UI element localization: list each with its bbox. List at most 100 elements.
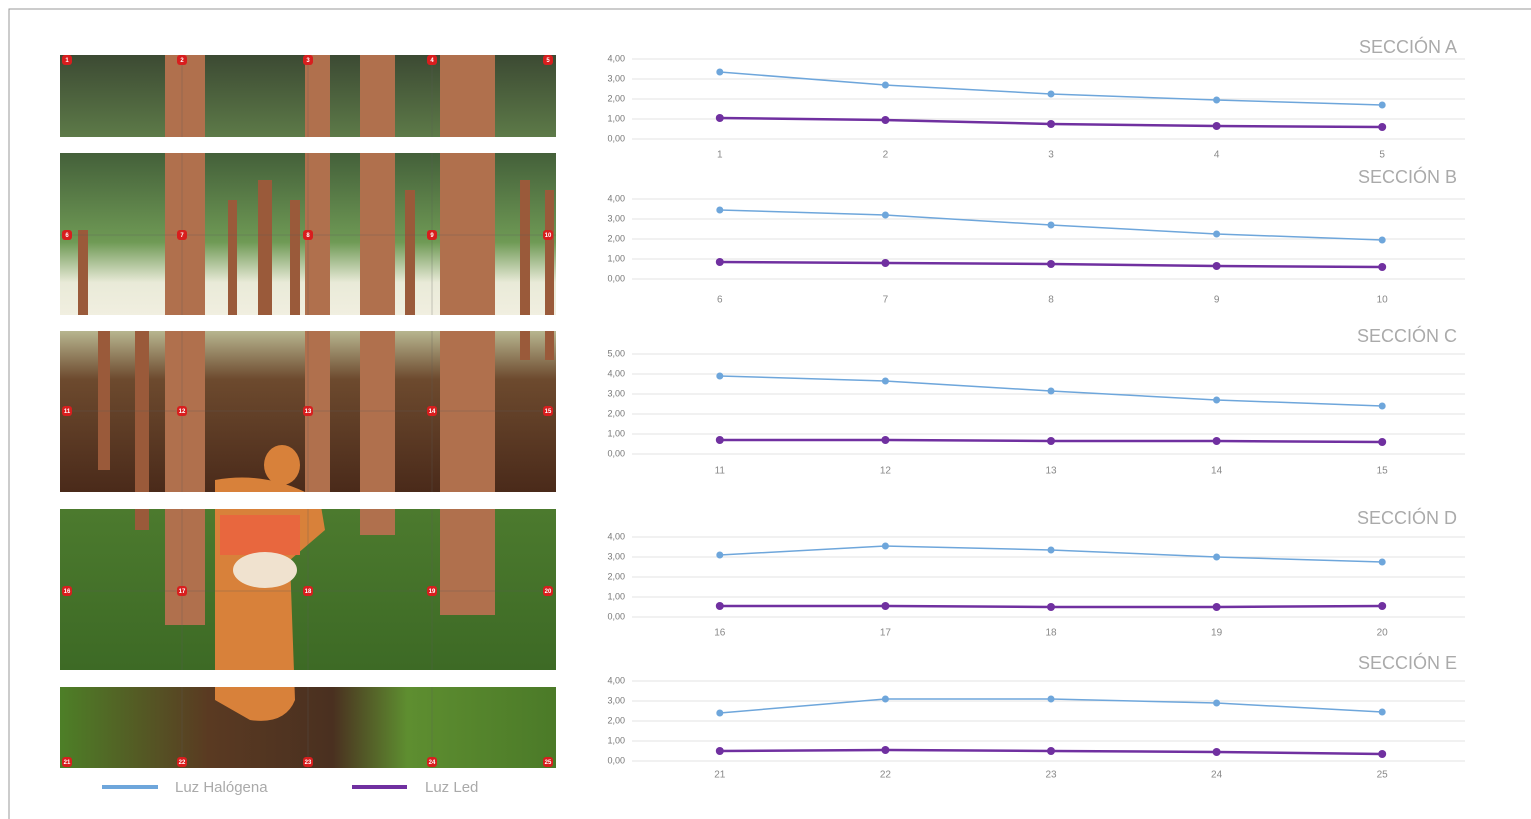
x-tick-label: 25	[1377, 770, 1389, 781]
x-tick-label: 19	[1211, 628, 1223, 639]
y-tick-label: 4,00	[607, 53, 625, 63]
data-point	[1048, 696, 1055, 703]
x-tick-label: 16	[714, 628, 726, 639]
data-point	[1213, 748, 1221, 756]
y-tick-label: 4,00	[607, 368, 625, 378]
legend-label: Luz Halógena	[175, 779, 268, 796]
image-marker-label: 22	[179, 760, 186, 766]
x-tick-label: 7	[883, 295, 889, 306]
data-point	[1378, 263, 1386, 271]
data-point	[1048, 547, 1055, 554]
data-point	[1048, 222, 1055, 229]
legend: Luz Halógena Luz Led	[102, 779, 478, 796]
data-point	[882, 696, 889, 703]
chart-title: SECCIÓN E	[1358, 652, 1457, 673]
data-point	[1379, 709, 1386, 716]
data-point	[1047, 603, 1055, 611]
image-marker-label: 13	[305, 409, 312, 415]
x-tick-label: 22	[880, 770, 892, 781]
data-point	[1213, 603, 1221, 611]
x-tick-label: 24	[1211, 770, 1223, 781]
y-tick-label: 1,00	[607, 735, 625, 745]
data-point	[1378, 123, 1386, 131]
x-tick-label: 13	[1045, 466, 1057, 477]
data-point	[1213, 554, 1220, 561]
y-tick-label: 3,00	[607, 551, 625, 561]
data-point	[1213, 397, 1220, 404]
data-point	[1379, 237, 1386, 244]
image-marker-label: 20	[545, 589, 552, 595]
image-marker-label: 11	[64, 409, 71, 415]
data-point	[716, 207, 723, 214]
data-point	[882, 212, 889, 219]
y-tick-label: 1,00	[607, 428, 625, 438]
data-point	[716, 373, 723, 380]
y-tick-label: 0,00	[607, 448, 625, 458]
y-tick-label: 4,00	[607, 675, 625, 685]
data-point	[1048, 388, 1055, 395]
data-point	[716, 114, 724, 122]
data-point	[716, 436, 724, 444]
data-point	[1213, 262, 1221, 270]
data-point	[1047, 437, 1055, 445]
y-tick-label: 1,00	[607, 113, 625, 123]
x-tick-label: 15	[1377, 466, 1389, 477]
y-tick-label: 0,00	[607, 611, 625, 621]
image-marker-label: 15	[545, 409, 552, 415]
data-point	[1379, 102, 1386, 109]
x-tick-label: 3	[1048, 150, 1054, 161]
data-point	[1213, 97, 1220, 104]
data-point	[716, 258, 724, 266]
x-tick-label: 23	[1045, 770, 1057, 781]
y-tick-label: 5,00	[607, 348, 625, 358]
data-point	[881, 602, 889, 610]
data-point	[881, 746, 889, 754]
figure: 1234567891011121314151617181920212223242…	[0, 0, 1531, 819]
data-point	[716, 747, 724, 755]
y-tick-label: 2,00	[607, 715, 625, 725]
y-tick-label: 3,00	[607, 213, 625, 223]
image-marker-label: 19	[429, 589, 436, 595]
x-tick-label: 10	[1377, 295, 1389, 306]
x-tick-label: 2	[883, 150, 889, 161]
image-marker-label: 18	[305, 589, 312, 595]
y-tick-label: 0,00	[607, 133, 625, 143]
data-point	[1378, 438, 1386, 446]
data-point	[1213, 700, 1220, 707]
data-point	[881, 116, 889, 124]
x-tick-label: 17	[880, 628, 892, 639]
x-tick-label: 6	[717, 295, 723, 306]
x-tick-label: 21	[714, 770, 726, 781]
image-marker-label: 25	[545, 760, 552, 766]
data-point	[1378, 602, 1386, 610]
x-tick-label: 5	[1379, 150, 1385, 161]
data-point	[1379, 403, 1386, 410]
y-tick-label: 1,00	[607, 591, 625, 601]
data-point	[881, 259, 889, 267]
data-point	[881, 436, 889, 444]
image-marker-label: 10	[545, 233, 552, 239]
chart-title: SECCIÓN B	[1358, 166, 1457, 187]
data-point	[1379, 559, 1386, 566]
chart-title: SECCIÓN A	[1359, 36, 1457, 57]
legend-label: Luz Led	[425, 779, 478, 796]
charts: SECCIÓN A0,001,002,003,004,0012345SECCIÓ…	[607, 36, 1465, 781]
image-marker-label: 17	[179, 589, 186, 595]
chart-title: SECCIÓN D	[1357, 507, 1457, 528]
y-tick-label: 0,00	[607, 755, 625, 765]
series-line	[720, 72, 1382, 105]
y-tick-label: 2,00	[607, 571, 625, 581]
x-tick-label: 14	[1211, 466, 1223, 477]
chart-title: SECCIÓN C	[1357, 325, 1457, 346]
y-tick-label: 2,00	[607, 233, 625, 243]
x-tick-label: 11	[715, 466, 726, 477]
data-point	[1047, 747, 1055, 755]
data-point	[1213, 437, 1221, 445]
y-tick-label: 0,00	[607, 273, 625, 283]
image-marker-label: 24	[429, 760, 436, 766]
x-tick-label: 1	[717, 150, 723, 161]
data-point	[882, 378, 889, 385]
y-tick-label: 1,00	[607, 253, 625, 263]
data-point	[716, 69, 723, 76]
data-point	[716, 710, 723, 717]
